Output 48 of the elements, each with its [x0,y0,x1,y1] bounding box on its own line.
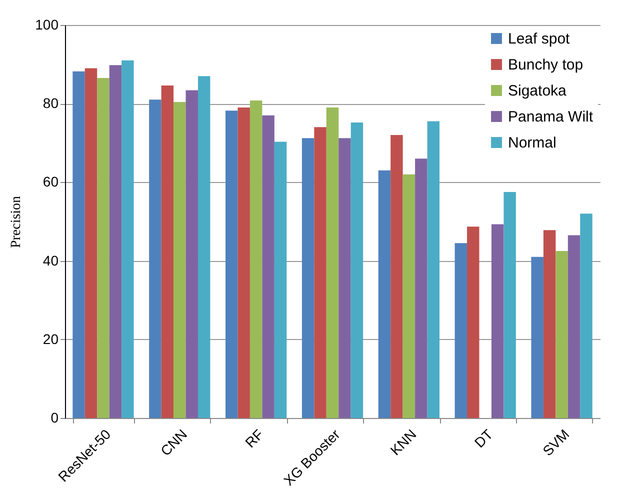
bar [274,142,287,418]
bar [467,226,480,418]
y-tick-label: 100 [35,16,59,32]
bar [504,192,516,418]
legend-label: Sigatoka [508,82,568,100]
bar [543,230,556,418]
bar [72,71,85,418]
bar [350,122,364,418]
bar [226,110,238,418]
bar [302,138,314,418]
bar [97,78,110,418]
bar [402,174,416,418]
bar [161,86,174,418]
bar [531,256,544,418]
bar [568,235,580,418]
bar [556,250,568,418]
bar [378,170,391,418]
bar [186,90,198,418]
y-tick-label: 20 [42,330,59,347]
y-tick-label: 60 [42,174,59,190]
legend-label: Leaf spot [508,30,571,48]
bar [338,138,351,418]
x-tick-label: DT [471,426,496,451]
bar [109,65,122,418]
y-tick-label: 0 [50,410,59,426]
bar [198,76,210,418]
legend-label: Normal [508,134,556,152]
y-tick-label: 80 [42,95,59,112]
bar [262,115,274,418]
bar [250,100,262,418]
bar [415,158,428,418]
bar [174,102,186,418]
y-axis-title: Precision [9,196,24,248]
bar [314,127,326,418]
bar [238,108,250,418]
bar [122,60,134,418]
legend-label: Panama Wilt [508,108,594,126]
bar [326,108,339,418]
x-tick-label: RF [242,426,266,451]
legend-label: Bunchy top [508,56,584,74]
bar [491,224,504,418]
y-tick-label: 40 [42,252,59,268]
bar [390,135,403,418]
bar [454,243,468,418]
bar [149,100,162,418]
bar [427,121,440,418]
bar [84,68,98,418]
bar [580,214,592,418]
